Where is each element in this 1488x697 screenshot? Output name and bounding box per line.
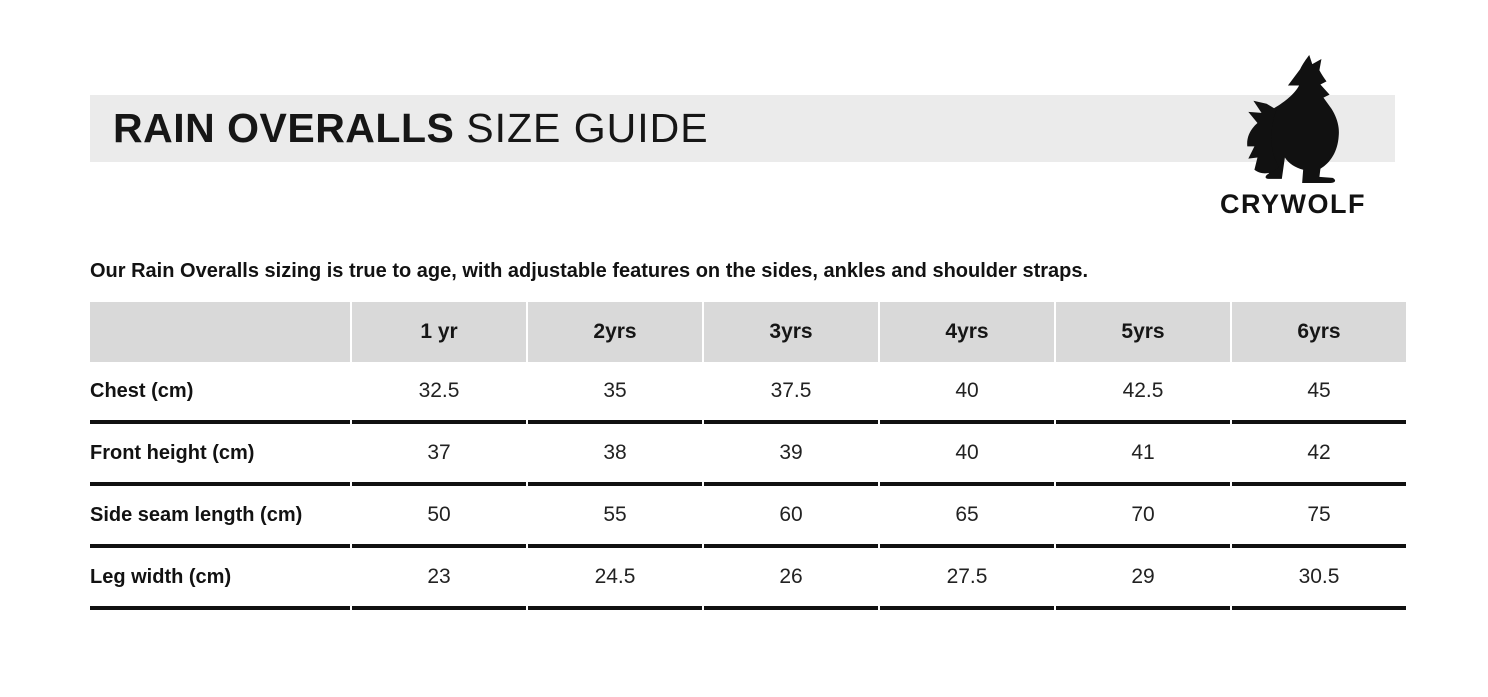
size-value-cell: 30.5: [1232, 548, 1406, 610]
size-value-cell: 70: [1056, 486, 1230, 548]
size-value-cell: 50: [352, 486, 526, 548]
size-value-cell: 24.5: [528, 548, 702, 610]
size-value-cell: 29: [1056, 548, 1230, 610]
size-value-cell: 42: [1232, 424, 1406, 486]
row-label: Chest (cm): [90, 362, 350, 424]
size-table-header-row: 1 yr 2yrs 3yrs 4yrs 5yrs 6yrs: [90, 302, 1406, 362]
page-title: RAIN OVERALLS SIZE GUIDE: [113, 108, 709, 149]
page-title-suffix: SIZE GUIDE: [466, 105, 709, 151]
size-value-cell: 40: [880, 362, 1054, 424]
size-value-cell: 27.5: [880, 548, 1054, 610]
table-row: Side seam length (cm) 50 55 60 65 70 75: [90, 486, 1406, 548]
brand-logo: CRYWOLF: [1205, 55, 1381, 220]
size-value-cell: 39: [704, 424, 878, 486]
howling-wolf-icon: [1247, 55, 1339, 183]
table-row: Leg width (cm) 23 24.5 26 27.5 29 30.5: [90, 548, 1406, 610]
row-label: Leg width (cm): [90, 548, 350, 610]
row-label: Side seam length (cm): [90, 486, 350, 548]
size-table-body: Chest (cm) 32.5 35 37.5 40 42.5 45 Front height…: [90, 362, 1406, 610]
size-value-cell: 60: [704, 486, 878, 548]
size-value-cell: 55: [528, 486, 702, 548]
size-value-cell: 23: [352, 548, 526, 610]
size-value-cell: 40: [880, 424, 1054, 486]
column-header-1: 1 yr: [352, 302, 526, 362]
size-value-cell: 37: [352, 424, 526, 486]
intro-text: Our Rain Overalls sizing is true to age,…: [90, 260, 1089, 282]
size-value-cell: 35: [528, 362, 702, 424]
column-header-2: 2yrs: [528, 302, 702, 362]
size-value-cell: 26: [704, 548, 878, 610]
column-header-3: 3yrs: [704, 302, 878, 362]
size-value-cell: 37.5: [704, 362, 878, 424]
size-value-cell: 75: [1232, 486, 1406, 548]
size-value-cell: 42.5: [1056, 362, 1230, 424]
brand-name: CRYWOLF: [1220, 189, 1366, 219]
size-table-corner-cell: [90, 302, 350, 362]
column-header-5: 5yrs: [1056, 302, 1230, 362]
size-value-cell: 38: [528, 424, 702, 486]
size-value-cell: 32.5: [352, 362, 526, 424]
size-value-cell: 45: [1232, 362, 1406, 424]
table-row: Front height (cm) 37 38 39 40 41 42: [90, 424, 1406, 486]
page-title-product: RAIN OVERALLS: [113, 105, 455, 151]
title-banner: RAIN OVERALLS SIZE GUIDE: [90, 95, 1395, 162]
column-header-4: 4yrs: [880, 302, 1054, 362]
size-value-cell: 41: [1056, 424, 1230, 486]
table-row: Chest (cm) 32.5 35 37.5 40 42.5 45: [90, 362, 1406, 424]
column-header-6: 6yrs: [1232, 302, 1406, 362]
size-table: 1 yr 2yrs 3yrs 4yrs 5yrs 6yrs Chest (cm) 32.5 3…: [88, 302, 1408, 610]
size-value-cell: 65: [880, 486, 1054, 548]
row-label: Front height (cm): [90, 424, 350, 486]
